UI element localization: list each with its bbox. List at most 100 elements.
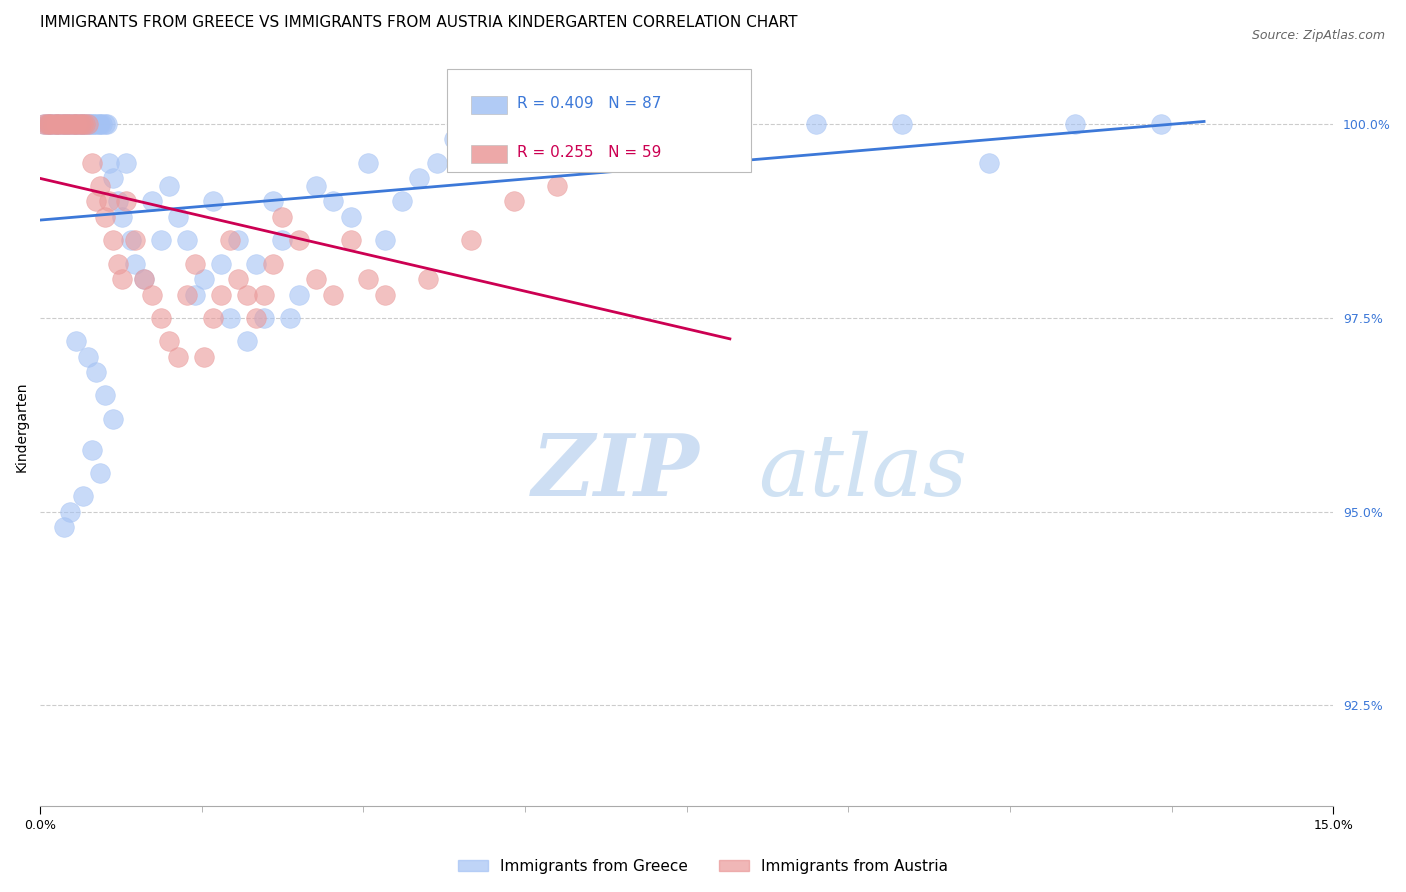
Point <box>218 233 240 247</box>
Point <box>103 171 125 186</box>
Point <box>408 171 430 186</box>
Point <box>132 272 155 286</box>
Point <box>228 233 250 247</box>
Point <box>167 210 190 224</box>
Bar <box>471 145 508 163</box>
Point <box>59 117 82 131</box>
Point <box>262 194 284 209</box>
Point <box>98 155 121 169</box>
Text: R = 0.255   N = 59: R = 0.255 N = 59 <box>517 145 662 161</box>
Point <box>159 179 181 194</box>
Point <box>65 117 87 131</box>
Point <box>63 117 86 131</box>
Point <box>53 117 76 131</box>
Point <box>89 466 111 480</box>
Text: Source: ZipAtlas.com: Source: ZipAtlas.com <box>1251 29 1385 42</box>
Text: atlas: atlas <box>758 431 967 513</box>
Bar <box>471 96 508 114</box>
Point <box>357 272 380 286</box>
Point <box>48 117 70 131</box>
Point <box>76 350 98 364</box>
Point <box>42 117 65 131</box>
Point <box>245 310 267 325</box>
Point <box>209 287 232 301</box>
Point <box>35 117 58 131</box>
Point <box>675 132 697 146</box>
Point <box>96 117 118 131</box>
Point <box>84 117 107 131</box>
Point <box>103 411 125 425</box>
Point <box>245 256 267 270</box>
Point <box>62 117 84 131</box>
Point <box>633 117 655 131</box>
Point <box>589 155 612 169</box>
Legend: Immigrants from Greece, Immigrants from Austria: Immigrants from Greece, Immigrants from … <box>451 853 955 880</box>
Text: ZIP: ZIP <box>531 430 699 514</box>
Point <box>51 117 73 131</box>
Point <box>322 287 344 301</box>
Point <box>977 155 1000 169</box>
Point <box>184 287 207 301</box>
Point <box>62 117 84 131</box>
Point <box>55 117 77 131</box>
Point <box>111 272 134 286</box>
Point <box>39 117 62 131</box>
Point <box>87 117 110 131</box>
Point <box>891 117 914 131</box>
Point <box>426 155 449 169</box>
Point <box>115 155 138 169</box>
Point <box>94 117 117 131</box>
Point <box>84 365 107 379</box>
Point <box>167 350 190 364</box>
Point <box>107 256 129 270</box>
Point <box>193 272 215 286</box>
Point <box>253 287 276 301</box>
Text: IMMIGRANTS FROM GREECE VS IMMIGRANTS FROM AUSTRIA KINDERGARTEN CORRELATION CHART: IMMIGRANTS FROM GREECE VS IMMIGRANTS FRO… <box>41 15 797 30</box>
Point <box>339 233 361 247</box>
Point <box>374 287 396 301</box>
Point <box>804 117 827 131</box>
Point <box>46 117 69 131</box>
Point <box>70 117 93 131</box>
Point <box>39 117 62 131</box>
Point <box>278 310 301 325</box>
Point <box>80 155 103 169</box>
Point <box>305 272 328 286</box>
Point <box>287 233 309 247</box>
Point <box>141 287 163 301</box>
Point <box>124 256 146 270</box>
Point <box>120 233 142 247</box>
Point <box>51 117 73 131</box>
Point <box>65 117 87 131</box>
Point <box>149 233 172 247</box>
Point <box>149 310 172 325</box>
Point <box>675 117 697 131</box>
Point <box>416 272 439 286</box>
Point <box>287 287 309 301</box>
Point <box>48 117 70 131</box>
Point <box>141 194 163 209</box>
Point <box>262 256 284 270</box>
Point <box>1150 117 1173 131</box>
Point <box>73 117 96 131</box>
Point <box>94 210 117 224</box>
Point <box>218 310 240 325</box>
Point <box>443 132 465 146</box>
Point <box>56 117 79 131</box>
Point <box>91 117 114 131</box>
Point <box>89 117 111 131</box>
Point <box>80 117 103 131</box>
Point <box>53 117 76 131</box>
Point <box>59 117 82 131</box>
Point <box>59 505 82 519</box>
Point <box>34 117 56 131</box>
Point <box>72 489 94 503</box>
Point <box>107 194 129 209</box>
Point <box>70 117 93 131</box>
Point <box>76 117 98 131</box>
Point <box>76 117 98 131</box>
Point <box>546 117 568 131</box>
Point <box>111 210 134 224</box>
Point <box>391 194 413 209</box>
Point <box>94 388 117 402</box>
